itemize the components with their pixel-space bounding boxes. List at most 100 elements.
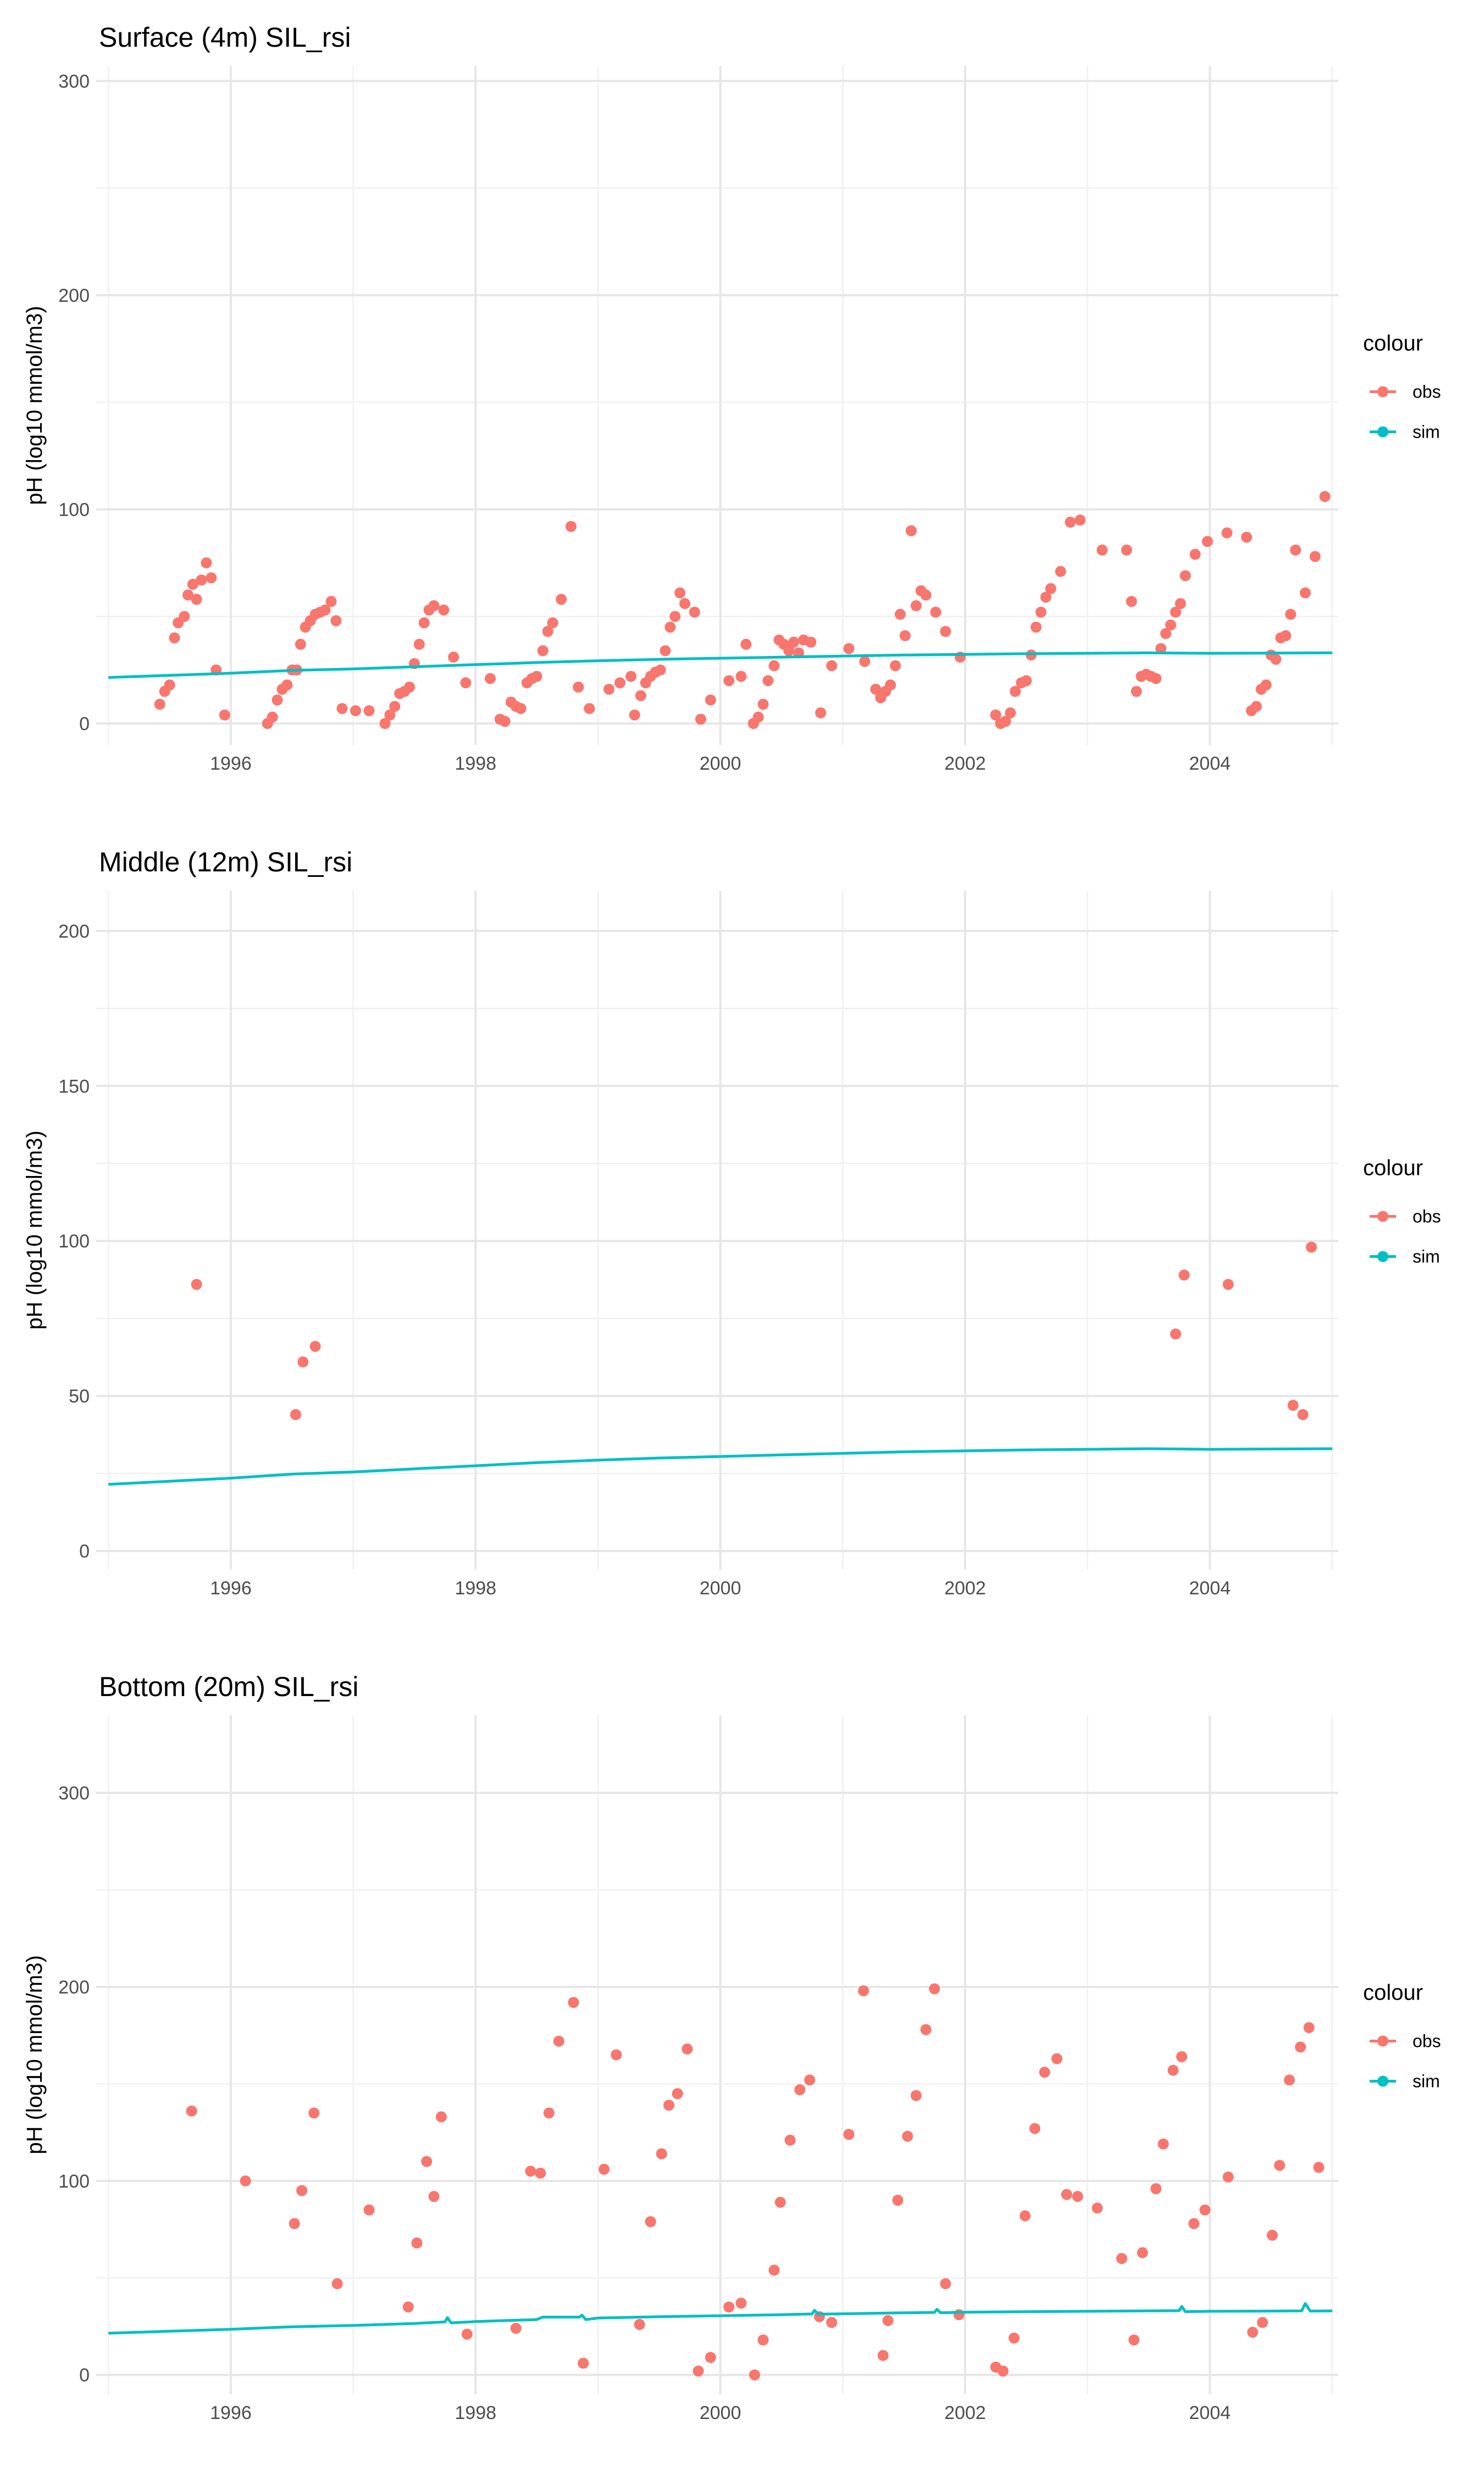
y-tick-label: 300 [58,1783,90,1804]
series-points-obs [191,1241,1317,1420]
data-point-obs [428,600,440,611]
data-point-obs [1000,716,1011,727]
data-point-obs [1222,2171,1234,2183]
x-tick-label: 2002 [944,2403,986,2423]
legend-key-point-obs [1377,1211,1388,1222]
data-point-obs [179,611,190,622]
legend-key-point-sim [1377,426,1388,438]
data-point-obs [1075,514,1086,526]
x-tick-label: 2000 [700,753,741,774]
data-point-obs [1283,2074,1295,2086]
data-point-obs [826,660,838,671]
y-axis-label: pH (log10 mmol/m3) [23,1130,47,1329]
data-point-obs [1201,535,1213,547]
data-point-obs [757,699,769,710]
data-point-obs [350,705,361,716]
data-point-obs [669,611,681,622]
chart-title: Surface (4m) SIL_rsi [99,22,351,53]
legend: colour obs sim [1363,332,1441,442]
data-point-obs [894,609,906,620]
x-tick-label: 1996 [210,1578,252,1599]
data-point-obs [1061,2189,1072,2200]
data-point-obs [535,2167,546,2179]
legend-title: colour [1363,332,1423,356]
data-point-obs [877,2350,889,2361]
data-point-obs [885,679,896,691]
data-point-obs [663,2100,674,2111]
data-point-obs [1045,583,1056,594]
data-point-obs [1005,707,1016,719]
data-point-obs [201,557,212,568]
data-point-obs [330,615,342,626]
data-point-obs [461,2328,473,2340]
data-point-obs [240,2175,251,2186]
data-point-obs [413,638,425,650]
chart-title: Bottom (20m) SIL_rsi [99,1671,358,1702]
data-point-obs [735,671,747,682]
data-point-obs [1319,491,1331,502]
series-line-sim [108,2302,1332,2335]
data-point-obs [1260,679,1272,691]
data-point-obs [1128,2334,1140,2346]
chart-panel-2: 1996 1998 2000 2002 2004 0 50 100 150 200 Middle (… [23,847,1441,1599]
data-point-obs [603,683,614,695]
y-axis-label: pH (log10 mmol/m3) [23,306,47,505]
data-point-obs [1295,2041,1306,2053]
data-point-obs [578,2357,589,2369]
data-point-obs [902,2130,913,2142]
x-tick-label: 2000 [700,2403,741,2423]
x-tick-label: 1996 [210,753,252,774]
data-point-obs [804,2074,816,2086]
data-point-obs [1189,549,1201,560]
data-point-obs [611,2049,622,2061]
data-point-obs [1280,630,1292,642]
data-point-obs [402,2301,414,2313]
data-point-obs [1021,675,1032,687]
legend-label-sim: sim [1413,2072,1440,2091]
data-point-obs [1199,2204,1211,2216]
data-point-obs [1299,587,1311,599]
data-point-obs [784,2134,796,2146]
data-point-obs [297,1356,309,1368]
y-tick-label: 0 [79,2365,90,2386]
data-point-obs [858,1985,870,1997]
data-point-obs [689,606,700,618]
chart-panel-3: 1996 1998 2000 2002 2004 0 100 200 300 Bottom (20… [23,1671,1441,2423]
data-point-obs [1266,2229,1278,2241]
legend-title: colour [1363,1156,1423,1180]
data-point-obs [768,660,780,671]
data-point-obs [460,677,472,688]
data-point-obs [1020,2210,1031,2222]
data-point-obs [929,1983,940,1995]
data-point-obs [1313,2162,1325,2173]
y-tick-label: 100 [58,499,90,520]
chart-panel-1: 1996 1998 2000 2002 2004 0 100 200 300 Surface (4… [23,22,1441,774]
data-point-obs [1241,532,1252,543]
data-point-obs [556,594,567,605]
data-point-obs [191,594,202,605]
data-point-obs [1222,1279,1234,1290]
data-point-obs [543,2107,555,2119]
data-point-obs [1155,643,1167,654]
data-point-obs [1035,606,1046,618]
data-point-obs [363,705,375,716]
data-point-obs [267,711,278,723]
series-points-obs [186,1983,1325,2381]
data-point-obs [289,2218,300,2229]
data-point-obs [695,714,706,725]
data-point-obs [525,2166,536,2177]
legend-title: colour [1363,1981,1423,2005]
data-point-obs [1065,516,1076,528]
data-point-obs [656,2148,667,2160]
data-point-obs [404,681,415,693]
data-point-obs [843,2129,855,2140]
x-tick-label: 2002 [944,753,986,774]
data-point-obs [565,521,577,532]
data-point-obs [1097,544,1108,556]
data-point-obs [547,617,558,628]
data-point-obs [899,630,911,642]
data-point-obs [325,596,337,607]
data-point-obs [1150,2183,1162,2194]
data-point-obs [1072,2191,1083,2202]
data-point-obs [169,632,180,644]
